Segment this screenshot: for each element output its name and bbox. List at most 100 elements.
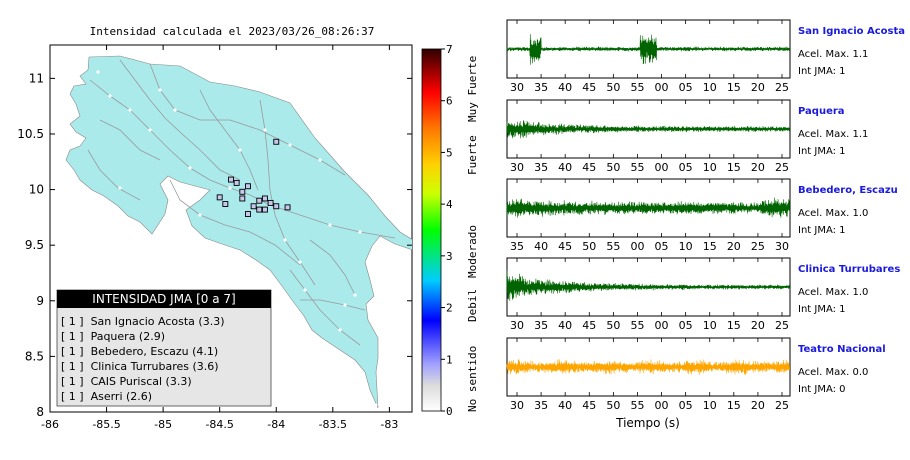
trace-tick-label: 40 [558,399,572,412]
trace-tick-label: 45 [582,161,596,174]
station-marker [284,204,291,211]
station-marker [233,179,240,186]
legend-title: INTENSIDAD JMA [0 a 7] [92,292,235,306]
trace-tick-label: 10 [703,161,717,174]
station-name: Teatro Nacional [798,344,886,355]
trace-tick-label: 25 [775,399,789,412]
trace-tick-label: 50 [606,399,620,412]
station-accel: Acel. Max. 1.0 [798,208,868,219]
trace-tick-label: 55 [630,399,644,412]
x-tick-label: -83.5 [319,418,347,431]
colorbar-gradient [421,48,442,412]
station-marker [267,199,274,206]
station-accel: Acel. Max. 1.0 [798,287,868,298]
station-marker [261,195,268,202]
colorbar-tick-label: 5 [446,146,453,159]
legend-background [56,289,272,407]
station-marker [245,211,251,217]
waveform-line [506,359,790,376]
y-tick-label: 9.5 [25,238,44,252]
trace-tick-label: 20 [751,81,765,94]
colorbar-tick-label: 3 [446,250,453,263]
trace-tick-label: 10 [703,399,717,412]
trace-tick-label: 30 [510,81,524,94]
trace-tick-label: 20 [751,399,765,412]
colorbar-tick-label: 0 [446,405,453,418]
x-tick-label: -83 [380,418,398,431]
trace-tick-label: 00 [655,319,669,332]
map-x-axis: -86 -85.5 -85 -84.5 -84 -83.5 -83 [41,45,398,431]
trace-tick-label: 45 [582,81,596,94]
trace-panel: 30 35 40 45 50 55 00 05 10 15 20 25 Clinica Turrubar… [506,257,900,332]
trace-tick-label: 00 [630,240,644,253]
trace-tick-label: 55 [630,319,644,332]
colorbar-label-moderado: Moderado [466,225,479,278]
colorbar-tick-label: 7 [446,43,453,56]
trace-tick-label: 00 [655,399,669,412]
colorbar-tick-label: 4 [446,198,453,211]
trace-tick-label: 45 [582,319,596,332]
trace-tick-label: 45 [558,240,572,253]
y-tick-label: 8.5 [25,349,44,363]
trace-tick-label: 05 [679,161,693,174]
colorbar-ticks: 0 1 2 3 4 5 6 7 [441,43,453,418]
trace-tick-label: 35 [534,399,548,412]
trace-tick-label: 10 [679,240,693,253]
trace-tick-label: 40 [558,319,572,332]
station-intensity: Int JMA: 0 [798,384,846,395]
trace-tick-label: 25 [775,161,789,174]
y-tick-label: 10 [29,183,44,197]
station-markers [216,138,291,217]
trace-tick-label: 30 [510,161,524,174]
trace-tick-label: 50 [606,161,620,174]
intensity-colorbar: 0 1 2 3 4 5 6 7 No sentido Debil Moderado Fuert… [421,43,479,418]
trace-tick-label: 50 [606,319,620,332]
station-marker [239,188,246,195]
trace-tick-label: 40 [558,161,572,174]
y-tick-label: 9 [36,294,44,308]
trace-tick-label: 15 [727,81,741,94]
y-tick-label: 8 [36,405,44,419]
trace-tick-label: 25 [775,319,789,332]
x-tick-label: -86 [41,418,59,431]
trace-tick-label: 25 [775,81,789,94]
legend-item: [ 1 ] Clinica Turrubares (3.6) [61,360,219,373]
trace-tick-label: 35 [534,81,548,94]
trace-tick-label: 30 [510,399,524,412]
trace-tick-label: 50 [582,240,596,253]
trace-tick-label: 35 [534,319,548,332]
trace-tick-label: 10 [703,81,717,94]
trace-tick-label: 50 [606,81,620,94]
trace-tick-label: 55 [630,161,644,174]
intensity-legend: INTENSIDAD JMA [0 a 7] [ 1 ] San Ignacio… [56,289,272,407]
station-name: San Ignacio Acosta [798,26,905,37]
trace-tick-label: 40 [558,81,572,94]
trace-panel: 30 35 40 45 50 55 00 05 10 15 20 25 Paquera Acel. Max… [506,99,868,174]
trace-panel: 30 35 40 45 50 55 00 05 10 15 20 25 Teatro Nacional A… [506,337,886,412]
trace-tick-label: 15 [703,240,717,253]
colorbar-label-muy-fuerte: Muy Fuerte [466,56,479,122]
station-marker [256,206,263,213]
trace-tick-label: 05 [655,240,669,253]
legend-item: [ 1 ] CAIS Puriscal (3.3) [61,375,192,388]
station-marker [256,197,263,204]
trace-panel: 35 40 45 50 55 00 05 10 15 20 25 30 Bebedero, Escazu… [506,178,898,253]
station-marker [245,183,251,190]
trace-tick-label: 15 [727,161,741,174]
trace-tick-label: 05 [679,399,693,412]
trace-tick-label: 30 [775,240,789,253]
map-title: Intensidad calculada el 2023/03/26_08:26… [90,25,375,38]
x-tick-label: -84 [267,418,285,431]
trace-tick-label: 05 [679,319,693,332]
x-tick-label: -85.5 [92,418,120,431]
waveform-line [506,197,790,218]
trace-tick-label: 45 [582,399,596,412]
station-marker [239,195,246,202]
waveform-line [506,270,790,301]
station-name: Clinica Turrubares [798,264,900,275]
trace-tick-label: 40 [534,240,548,253]
station-accel: Acel. Max. 1.1 [798,49,868,60]
land-costa-rica [65,55,412,409]
legend-item: [ 1 ] Paquera (2.9) [61,330,165,343]
